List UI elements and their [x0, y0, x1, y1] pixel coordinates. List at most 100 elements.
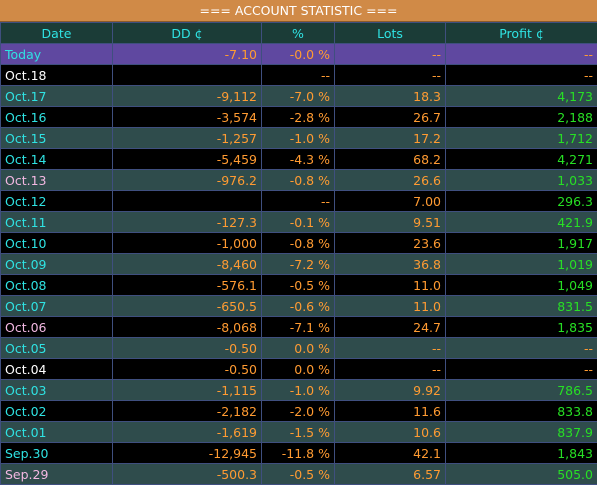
cell-percent: -0.5 %	[261, 274, 335, 296]
cell-profit: 1,917	[445, 232, 597, 254]
table-header-row: Date DD ¢ % Lots Profit ¢	[0, 22, 597, 44]
cell-lots: 23.6	[334, 232, 446, 254]
cell-lots: 24.7	[334, 316, 446, 338]
cell-dd	[112, 64, 262, 86]
table-row: Oct.05 -0.50 0.0 % -- --	[0, 337, 597, 359]
cell-percent: -1.0 %	[261, 127, 335, 149]
table-row: Oct.06 -8,068 -7.1 % 24.7 1,835	[0, 316, 597, 338]
cell-date: Oct.04	[0, 358, 113, 380]
table-row: Oct.16 -3,574 -2.8 % 26.7 2,188	[0, 106, 597, 128]
table-row: Sep.29 -500.3 -0.5 % 6.57 505.0	[0, 463, 597, 485]
cell-profit: --	[445, 337, 597, 359]
cell-percent: -1.0 %	[261, 379, 335, 401]
cell-profit: 1,033	[445, 169, 597, 191]
cell-date: Oct.18	[0, 64, 113, 86]
cell-dd: -1,000	[112, 232, 262, 254]
cell-percent: -2.8 %	[261, 106, 335, 128]
table-row: Oct.08 -576.1 -0.5 % 11.0 1,049	[0, 274, 597, 296]
table-row: Oct.03 -1,115 -1.0 % 9.92 786.5	[0, 379, 597, 401]
cell-percent: -0.8 %	[261, 169, 335, 191]
cell-percent: -0.8 %	[261, 232, 335, 254]
cell-date: Today	[0, 43, 113, 65]
cell-dd: -2,182	[112, 400, 262, 422]
cell-date: Oct.03	[0, 379, 113, 401]
cell-lots: 11.0	[334, 274, 446, 296]
cell-dd: -976.2	[112, 169, 262, 191]
cell-date: Oct.16	[0, 106, 113, 128]
cell-date: Oct.09	[0, 253, 113, 275]
cell-profit: 2,188	[445, 106, 597, 128]
table-row: Oct.18 -- -- --	[0, 64, 597, 86]
cell-lots: --	[334, 64, 446, 86]
table-row: Sep.30 -12,945 -11.8 % 42.1 1,843	[0, 442, 597, 464]
cell-dd: -8,068	[112, 316, 262, 338]
table-row: Oct.11 -127.3 -0.1 % 9.51 421.9	[0, 211, 597, 233]
cell-dd: -576.1	[112, 274, 262, 296]
cell-date: Oct.15	[0, 127, 113, 149]
cell-dd: -8,460	[112, 253, 262, 275]
cell-percent: -7.0 %	[261, 85, 335, 107]
cell-dd: -1,619	[112, 421, 262, 443]
cell-date: Oct.01	[0, 421, 113, 443]
cell-profit: 505.0	[445, 463, 597, 485]
cell-lots: 7.00	[334, 190, 446, 212]
cell-percent: -1.5 %	[261, 421, 335, 443]
column-header-date: Date	[0, 22, 113, 44]
cell-percent: -11.8 %	[261, 442, 335, 464]
cell-dd: -12,945	[112, 442, 262, 464]
cell-profit: 1,843	[445, 442, 597, 464]
cell-dd: -3,574	[112, 106, 262, 128]
table-row: Oct.09 -8,460 -7.2 % 36.8 1,019	[0, 253, 597, 275]
cell-lots: 26.7	[334, 106, 446, 128]
cell-profit: 1,712	[445, 127, 597, 149]
statistic-table: Date DD ¢ % Lots Profit ¢ Today -7.10 -0.0…	[0, 22, 597, 485]
cell-date: Oct.05	[0, 337, 113, 359]
cell-profit: 833.8	[445, 400, 597, 422]
cell-dd: -127.3	[112, 211, 262, 233]
cell-date: Oct.08	[0, 274, 113, 296]
table-row: Oct.10 -1,000 -0.8 % 23.6 1,917	[0, 232, 597, 254]
cell-date: Oct.17	[0, 85, 113, 107]
cell-percent: -0.0 %	[261, 43, 335, 65]
cell-lots: 9.92	[334, 379, 446, 401]
cell-date: Oct.07	[0, 295, 113, 317]
cell-date: Sep.30	[0, 442, 113, 464]
cell-dd: -1,257	[112, 127, 262, 149]
cell-dd: -650.5	[112, 295, 262, 317]
cell-date: Oct.10	[0, 232, 113, 254]
table-row: Oct.02 -2,182 -2.0 % 11.6 833.8	[0, 400, 597, 422]
cell-date: Oct.02	[0, 400, 113, 422]
column-header-percent: %	[261, 22, 335, 44]
cell-profit: 296.3	[445, 190, 597, 212]
column-header-dd: DD ¢	[112, 22, 262, 44]
cell-date: Oct.14	[0, 148, 113, 170]
cell-percent: --	[261, 64, 335, 86]
cell-date: Oct.12	[0, 190, 113, 212]
cell-dd: -9,112	[112, 85, 262, 107]
cell-profit: 786.5	[445, 379, 597, 401]
cell-lots: --	[334, 43, 446, 65]
cell-percent: -0.6 %	[261, 295, 335, 317]
cell-date: Sep.29	[0, 463, 113, 485]
cell-profit: 1,019	[445, 253, 597, 275]
cell-lots: --	[334, 358, 446, 380]
cell-profit: 1,049	[445, 274, 597, 296]
column-header-lots: Lots	[334, 22, 446, 44]
table-row: Oct.14 -5,459 -4.3 % 68.2 4,271	[0, 148, 597, 170]
cell-dd: -7.10	[112, 43, 262, 65]
table-row: Oct.07 -650.5 -0.6 % 11.0 831.5	[0, 295, 597, 317]
cell-date: Oct.13	[0, 169, 113, 191]
cell-lots: --	[334, 337, 446, 359]
cell-percent: -7.2 %	[261, 253, 335, 275]
cell-lots: 68.2	[334, 148, 446, 170]
cell-percent: -2.0 %	[261, 400, 335, 422]
cell-lots: 42.1	[334, 442, 446, 464]
cell-percent: 0.0 %	[261, 358, 335, 380]
cell-profit: --	[445, 358, 597, 380]
table-row: Oct.13 -976.2 -0.8 % 26.6 1,033	[0, 169, 597, 191]
cell-profit: 4,271	[445, 148, 597, 170]
cell-lots: 10.6	[334, 421, 446, 443]
table-row: Oct.15 -1,257 -1.0 % 17.2 1,712	[0, 127, 597, 149]
cell-lots: 11.6	[334, 400, 446, 422]
